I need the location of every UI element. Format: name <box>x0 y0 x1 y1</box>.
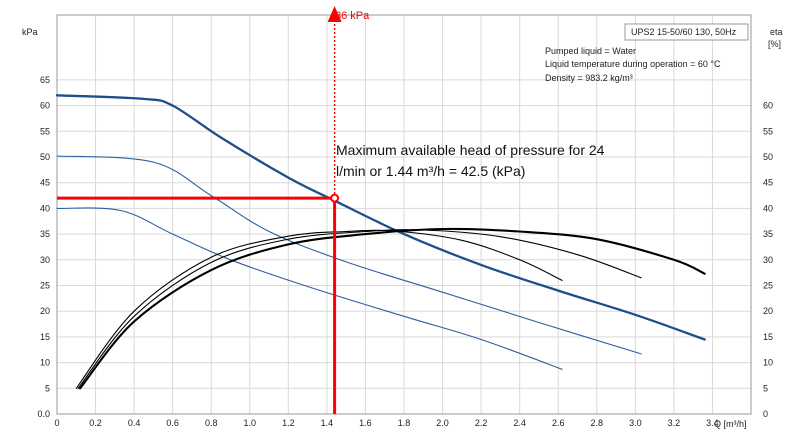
y-tick-label-right: 40 <box>763 203 773 213</box>
y-tick-label-right: 45 <box>763 178 773 188</box>
x-tick-label: 1.8 <box>398 418 411 428</box>
grid <box>57 15 751 414</box>
info-line-pumped-liquid: Pumped liquid = Water <box>545 46 636 56</box>
y-tick-label-right: 5 <box>763 383 768 393</box>
x-tick-label: 0 <box>54 418 59 428</box>
x-tick-label: 1.4 <box>321 418 334 428</box>
x-tick-label: 2.0 <box>436 418 449 428</box>
x-tick-label: 2.4 <box>513 418 526 428</box>
y-tick-label-left: 25 <box>40 281 50 291</box>
x-tick-label: 3.2 <box>668 418 681 428</box>
x-tick-label: 1.0 <box>244 418 257 428</box>
max-head-label: 86 kPa <box>335 10 370 22</box>
markers <box>57 6 342 414</box>
annotation-line-1: Maximum available head of pressure for 2… <box>336 142 605 158</box>
x-tick-label: 2.2 <box>475 418 488 428</box>
head-curve <box>56 207 563 370</box>
y-tick-label-left: 20 <box>40 306 50 316</box>
y-tick-label-left: 30 <box>40 255 50 265</box>
y-tick-label-right: 60 <box>763 101 773 111</box>
x-tick-label: 0.4 <box>128 418 141 428</box>
efficiency-curve <box>77 229 642 389</box>
annotation-line-2: l/min or 1.44 m³/h = 42.5 (kPa) <box>336 163 525 179</box>
curves <box>55 94 706 390</box>
x-tick-label: 3.0 <box>629 418 642 428</box>
x-tick-label: 2.8 <box>591 418 604 428</box>
y-tick-label-left: 35 <box>40 229 50 239</box>
x-axis-title: Q [m³/h] <box>714 419 747 429</box>
y-tick-label-left: 15 <box>40 332 50 342</box>
y-axis-title-left: kPa <box>22 27 38 37</box>
title-box <box>624 23 749 41</box>
plot-frame <box>56 14 752 415</box>
x-tick-label: 0.8 <box>205 418 218 428</box>
x-tick-label: 0.2 <box>89 418 102 428</box>
x-tick-label: 1.6 <box>359 418 372 428</box>
x-tick-label: 2.6 <box>552 418 565 428</box>
info-line-temperature: Liquid temperature during operation = 60… <box>545 59 721 69</box>
y-tick-label-left: 55 <box>40 126 50 136</box>
axis-ticks: 0 0.2 0.4 0.6 0.8 1.0 1.2 1.4 1.6 1.8 2.0 2.2 2.4 2.6… <box>37 75 773 428</box>
y-tick-label-left: 50 <box>40 152 50 162</box>
y-tick-label-right: 25 <box>763 281 773 291</box>
y-tick-label-right: 55 <box>763 126 773 136</box>
y-tick-label-left: 65 <box>40 75 50 85</box>
max-head-arrow-icon <box>327 6 342 22</box>
y-tick-label-right: 0 <box>763 409 768 419</box>
y-axis-title-right: eta <box>770 27 783 37</box>
y-tick-label-left: 60 <box>40 101 50 111</box>
y-tick-label-right: 50 <box>763 152 773 162</box>
y-tick-label-left: 5 <box>45 383 50 393</box>
chart-title: UPS2 15-50/60 130, 50Hz <box>631 27 737 37</box>
info-line-density: Density = 983.2 kg/m³ <box>545 73 633 83</box>
x-tick-label: 1.2 <box>282 418 295 428</box>
head-curve <box>56 155 642 355</box>
y-tick-label-left: 40 <box>40 203 50 213</box>
y-tick-label-right: 30 <box>763 255 773 265</box>
y-tick-label-left: 45 <box>40 178 50 188</box>
head-curve <box>55 94 706 341</box>
y-axis-unit-right: [%] <box>768 39 781 49</box>
y-tick-label-right: 10 <box>763 358 773 368</box>
efficiency-curve <box>79 227 706 390</box>
y-tick-label-right: 20 <box>763 306 773 316</box>
x-tick-label: 3.4 <box>706 418 719 428</box>
operating-point <box>330 193 340 203</box>
x-tick-label: 0.6 <box>166 418 179 428</box>
y-tick-label-right: 35 <box>763 229 773 239</box>
efficiency-curve <box>75 229 563 389</box>
y-tick-label-left: 10 <box>40 358 50 368</box>
y-tick-label-right: 15 <box>763 332 773 342</box>
y-tick-label-left: 0.0 <box>37 409 50 419</box>
